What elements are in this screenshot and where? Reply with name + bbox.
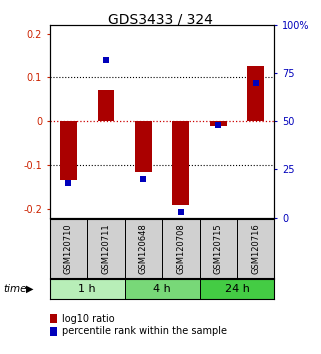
Text: log10 ratio: log10 ratio <box>62 314 115 324</box>
Text: GDS3433 / 324: GDS3433 / 324 <box>108 12 213 27</box>
Bar <box>60 121 77 181</box>
Text: ▶: ▶ <box>26 284 33 294</box>
Point <box>216 122 221 128</box>
Text: GSM120716: GSM120716 <box>251 223 260 274</box>
Point <box>66 180 71 186</box>
Bar <box>200 279 274 299</box>
Bar <box>172 121 189 205</box>
Bar <box>50 279 125 299</box>
Bar <box>87 219 125 278</box>
Point <box>103 57 108 62</box>
Text: GSM120715: GSM120715 <box>214 223 223 274</box>
Bar <box>247 67 264 121</box>
Text: time: time <box>3 284 27 294</box>
Text: 24 h: 24 h <box>225 284 249 294</box>
Text: 1 h: 1 h <box>78 284 96 294</box>
Bar <box>98 90 114 121</box>
Text: 4 h: 4 h <box>153 284 171 294</box>
Bar <box>125 279 200 299</box>
Bar <box>200 219 237 278</box>
Text: GSM120710: GSM120710 <box>64 223 73 274</box>
Bar <box>135 121 152 172</box>
Bar <box>50 219 87 278</box>
Bar <box>237 219 274 278</box>
Text: percentile rank within the sample: percentile rank within the sample <box>62 326 227 336</box>
Point <box>141 176 146 182</box>
Point <box>178 209 183 215</box>
Point <box>253 80 258 85</box>
Bar <box>125 219 162 278</box>
Bar <box>162 219 200 278</box>
Bar <box>210 121 227 126</box>
Text: GSM120708: GSM120708 <box>176 223 185 274</box>
Text: GSM120711: GSM120711 <box>101 223 110 274</box>
Text: GSM120648: GSM120648 <box>139 223 148 274</box>
